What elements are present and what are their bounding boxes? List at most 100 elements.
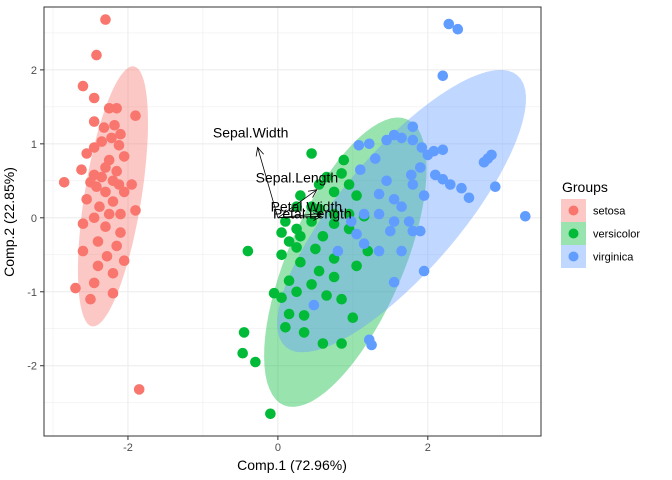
point-virginica — [355, 164, 366, 175]
point-virginica — [366, 339, 377, 351]
point-virginica — [308, 299, 320, 311]
point-setosa — [111, 165, 122, 177]
point-versicolor — [283, 308, 295, 320]
point-setosa — [77, 218, 89, 229]
point-versicolor — [291, 201, 302, 212]
point-versicolor — [321, 171, 332, 183]
point-versicolor — [338, 154, 350, 166]
legend-label-setosa: setosa — [593, 206, 626, 218]
point-setosa — [91, 181, 102, 192]
point-setosa — [98, 122, 110, 133]
point-virginica — [415, 225, 426, 237]
point-virginica — [373, 208, 385, 220]
point-setosa — [107, 287, 119, 299]
y-tick-label: -1 — [27, 287, 37, 299]
point-setosa — [88, 142, 100, 153]
vector-label-petal-length: Petal.Length — [273, 205, 352, 221]
point-versicolor — [291, 242, 302, 253]
y-axis-title: Comp.2 (22.85%) — [1, 167, 17, 277]
point-versicolor — [283, 275, 295, 287]
vector-petal-length — [277, 215, 322, 219]
point-setosa — [70, 282, 81, 294]
legend-label-versicolor: versicolor — [593, 229, 640, 241]
point-versicolor — [291, 286, 302, 298]
variable-vectors: Sepal.Width Sepal.Length Petal.WidthPetal.… — [213, 125, 352, 222]
point-versicolor — [336, 293, 347, 305]
y-tick-label: -2 — [27, 361, 37, 373]
point-virginica — [437, 70, 449, 82]
point-setosa — [77, 80, 89, 92]
point-versicolor — [280, 216, 291, 227]
point-versicolor — [317, 231, 329, 242]
point-setosa — [88, 116, 100, 127]
legend-title: Groups — [562, 179, 608, 195]
legend-item-versicolor: versicolor — [561, 222, 640, 245]
point-setosa — [118, 186, 130, 198]
legend-item-setosa: setosa — [561, 199, 626, 222]
point-versicolor — [306, 216, 317, 227]
point-setosa — [100, 162, 111, 173]
point-setosa — [94, 201, 105, 212]
point-versicolor — [298, 327, 310, 338]
point-virginica — [490, 181, 501, 192]
point-versicolor — [351, 190, 362, 201]
point-versicolor — [276, 249, 287, 261]
point-virginica — [385, 225, 396, 237]
point-setosa — [126, 179, 137, 190]
point-versicolor — [306, 148, 317, 159]
panel-border — [43, 6, 542, 437]
y-tick-label: 0 — [31, 213, 37, 225]
vector-sepal-length — [277, 189, 318, 219]
point-setosa — [85, 293, 96, 305]
point-versicolor — [295, 231, 306, 242]
point-versicolor — [317, 338, 329, 349]
point-versicolor — [328, 186, 340, 198]
point-virginica — [358, 238, 370, 249]
point-virginica — [418, 190, 430, 201]
point-virginica — [418, 265, 430, 277]
point-setosa — [88, 277, 100, 289]
point-versicolor — [276, 292, 287, 304]
point-virginica — [396, 201, 407, 212]
point-virginica — [373, 188, 385, 200]
point-virginica — [370, 153, 381, 164]
point-setosa — [100, 221, 111, 232]
point-setosa — [113, 179, 125, 190]
vector-label-sepal-length: Sepal.Length — [256, 170, 339, 186]
legend-marker-versicolor — [568, 228, 579, 239]
point-setosa — [118, 255, 130, 266]
point-setosa — [88, 212, 100, 224]
point-versicolor — [265, 408, 276, 420]
point-virginica — [478, 157, 490, 168]
point-versicolor — [295, 190, 306, 201]
point-virginica — [388, 129, 400, 141]
point-virginica — [407, 121, 419, 133]
point-virginica — [403, 216, 415, 227]
vector-sepal-width — [257, 147, 279, 218]
vector-label-sepal-width: Sepal.Width — [213, 125, 288, 141]
point-virginica — [437, 144, 449, 156]
point-versicolor — [343, 179, 355, 190]
point-virginica — [463, 192, 475, 204]
point-setosa — [96, 136, 107, 147]
point-setosa — [81, 194, 92, 205]
point-setosa — [111, 240, 122, 252]
point-virginica — [351, 228, 362, 240]
axis-ticks: -2 0 2 -2 -1 0 1 2 — [27, 65, 431, 454]
point-setosa — [77, 245, 89, 257]
point-versicolor — [328, 218, 340, 229]
point-setosa — [109, 120, 120, 131]
vector-petal-width — [277, 212, 322, 219]
point-virginica — [358, 208, 370, 220]
point-versicolor — [298, 310, 310, 321]
point-setosa — [58, 177, 70, 188]
y-tick-label: 2 — [31, 65, 37, 77]
point-versicolor — [328, 208, 340, 220]
point-virginica — [381, 134, 392, 146]
point-versicolor — [336, 338, 347, 349]
legend-marker-setosa — [568, 205, 579, 216]
point-versicolor — [313, 265, 325, 277]
legend: Groups setosa versicolor virginica — [561, 179, 640, 268]
